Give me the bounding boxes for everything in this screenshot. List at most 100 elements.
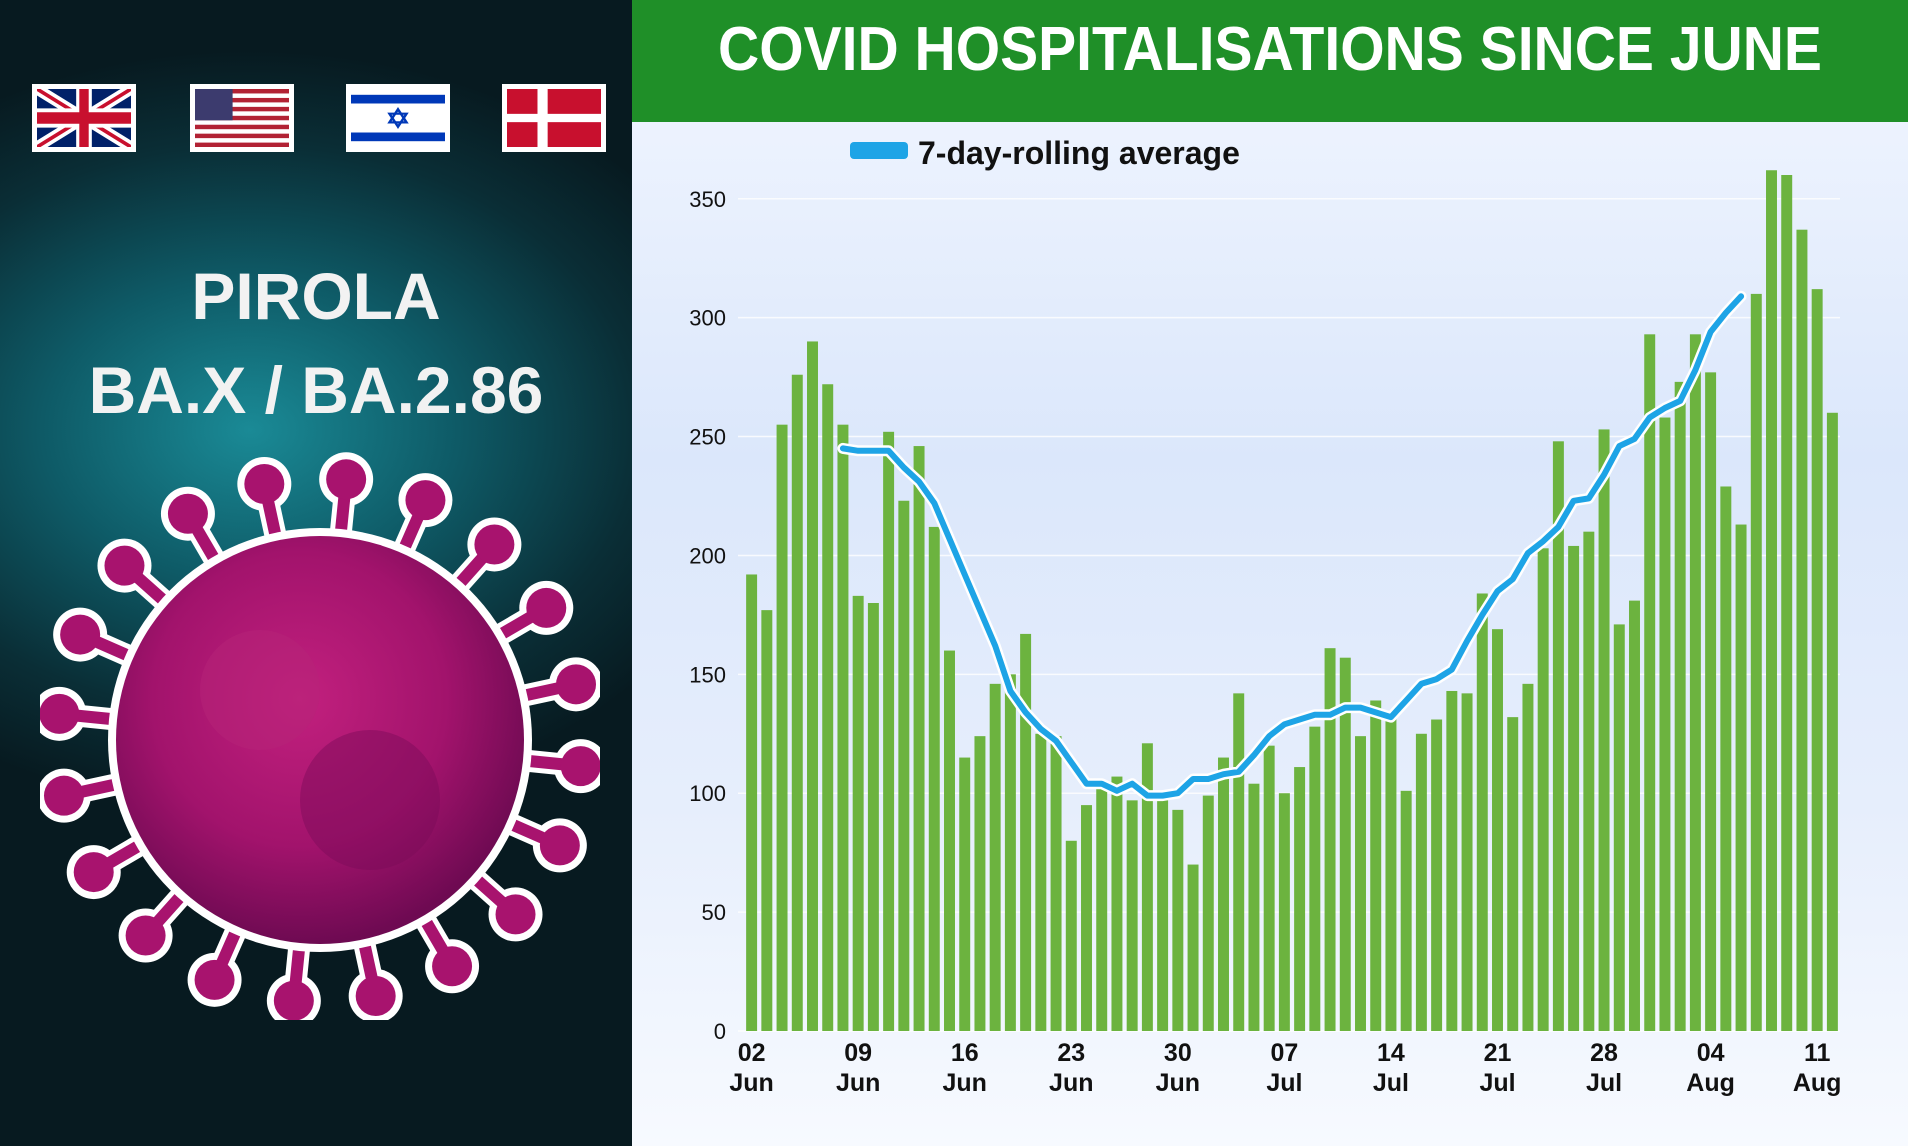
bar-series — [746, 170, 1838, 1032]
bar — [1750, 293, 1762, 1031]
x-tick-month: Jun — [729, 1069, 773, 1097]
bar — [1400, 790, 1412, 1031]
x-tick-month: Jul — [1586, 1069, 1622, 1097]
bar — [1004, 674, 1016, 1031]
y-tick-label: 150 — [689, 662, 726, 687]
bar — [1263, 745, 1275, 1031]
bar — [1826, 412, 1838, 1031]
bar — [746, 574, 758, 1031]
bar — [822, 384, 834, 1031]
bar — [1278, 793, 1290, 1031]
legend: 7-day-rolling average — [850, 135, 1240, 171]
y-tick-label: 200 — [689, 543, 726, 568]
uk-flag — [32, 84, 136, 152]
y-tick-label: 250 — [689, 425, 726, 450]
bar — [1705, 372, 1717, 1031]
y-tick-label: 100 — [689, 781, 726, 806]
bar — [913, 446, 925, 1032]
x-tick-month: Aug — [1793, 1069, 1842, 1097]
bar — [1446, 690, 1458, 1031]
bar — [898, 500, 910, 1031]
bar — [1355, 736, 1366, 1031]
bar — [1552, 441, 1564, 1031]
bar — [1339, 657, 1351, 1031]
bar — [1720, 486, 1732, 1031]
x-tick-day: 07 — [1270, 1039, 1298, 1067]
bar — [928, 526, 940, 1031]
virus-icon — [40, 452, 600, 1020]
bar — [944, 650, 955, 1031]
bar — [1674, 381, 1686, 1031]
y-axis: 0 50 100 150 200 250 300 350 — [689, 187, 726, 1044]
bar — [1126, 800, 1138, 1031]
strain-codes: BA.X / BA.2.86 — [88, 353, 544, 427]
bar — [1735, 524, 1747, 1031]
bar — [1781, 175, 1793, 1031]
denmark-flag-icon — [507, 89, 601, 147]
bar — [1537, 548, 1549, 1031]
bar — [1035, 733, 1047, 1031]
x-tick-day: 11 — [1804, 1039, 1831, 1067]
strain-panel: PIROLA BA.X / BA.2.86 — [0, 0, 632, 1146]
x-tick-month: Jun — [942, 1069, 986, 1097]
bar — [1111, 776, 1123, 1031]
bar — [1796, 229, 1808, 1031]
bar — [807, 341, 818, 1031]
chart-panel: COVID HOSPITALISATIONS SINCE JUNE 0 50 100… — [632, 0, 1908, 1146]
bar — [852, 595, 864, 1031]
rolling-average-line-path — [839, 293, 1745, 799]
x-tick-month: Jul — [1266, 1069, 1302, 1097]
bar — [1431, 719, 1443, 1031]
x-axis: 02Jun09Jun16Jun23Jun30Jun07Jul14Jul21Jul… — [729, 1039, 1841, 1097]
x-tick-month: Aug — [1686, 1069, 1735, 1097]
bar — [1096, 788, 1108, 1031]
bar — [1141, 743, 1153, 1031]
chart-header: COVID HOSPITALISATIONS SINCE JUNE — [632, 0, 1908, 122]
x-tick-month: Jul — [1479, 1069, 1515, 1097]
x-tick-day: 23 — [1057, 1039, 1085, 1067]
bar — [1522, 683, 1534, 1031]
chart-title: COVID HOSPITALISATIONS SINCE JUNE — [718, 15, 1822, 84]
x-tick-month: Jun — [836, 1069, 880, 1097]
bar — [1689, 334, 1701, 1031]
bar — [761, 610, 773, 1031]
bar — [1172, 809, 1184, 1031]
bar — [1583, 531, 1595, 1031]
bar — [974, 736, 986, 1031]
israel-flag-icon — [351, 89, 445, 147]
bar — [1233, 693, 1245, 1031]
bar — [1020, 633, 1032, 1031]
x-tick-day: 28 — [1590, 1039, 1618, 1067]
bar — [1492, 629, 1503, 1031]
bar — [837, 424, 849, 1032]
x-tick-month: Jun — [1049, 1069, 1093, 1097]
bar — [1370, 700, 1382, 1031]
bar — [1461, 693, 1473, 1031]
bar — [1218, 757, 1229, 1031]
us-flag — [190, 84, 294, 152]
bar — [1050, 736, 1062, 1031]
bar — [1811, 289, 1823, 1032]
bar — [1766, 170, 1777, 1031]
x-tick-day: 14 — [1377, 1039, 1405, 1067]
bar — [1081, 805, 1092, 1031]
x-tick-month: Jun — [1156, 1069, 1200, 1097]
bar — [1187, 864, 1199, 1031]
x-tick-day: 09 — [844, 1039, 872, 1067]
bar — [1202, 795, 1214, 1031]
rolling-average-line — [837, 290, 1747, 802]
bar — [959, 757, 971, 1031]
bar — [1659, 417, 1671, 1031]
bar — [1629, 600, 1640, 1031]
bar — [1476, 593, 1488, 1031]
x-tick-day: 04 — [1697, 1039, 1725, 1067]
legend-label: 7-day-rolling average — [918, 135, 1240, 171]
bar — [1598, 429, 1610, 1031]
x-tick-day: 21 — [1484, 1039, 1512, 1067]
bar — [1157, 797, 1169, 1031]
bar — [1294, 767, 1306, 1031]
bar — [1507, 717, 1519, 1031]
bar — [867, 603, 879, 1031]
x-tick-day: 30 — [1164, 1039, 1192, 1067]
